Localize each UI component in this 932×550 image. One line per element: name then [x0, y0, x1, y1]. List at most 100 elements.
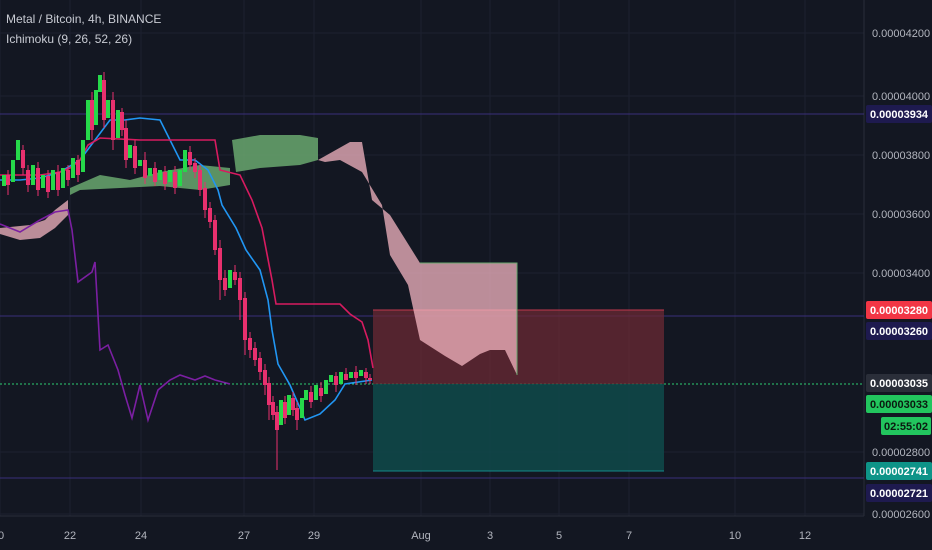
candle-body: [148, 168, 152, 176]
last-price-badge[interactable]: 0.00003033: [866, 395, 932, 413]
price-tick-label: 0.00003600: [872, 209, 930, 221]
candle-body: [359, 370, 363, 376]
candle-body: [304, 390, 308, 400]
price-tick-label: 0.00004200: [872, 28, 930, 40]
candle: [359, 370, 363, 376]
candle-body: [71, 158, 75, 178]
candle-body: [120, 112, 124, 130]
candle: [46, 170, 50, 198]
badge-label: 0.00002721: [870, 488, 928, 500]
candle-body: [51, 170, 55, 190]
lagging-span: [0, 209, 231, 423]
candle-body: [279, 400, 283, 425]
candle: [253, 342, 257, 366]
candle-body: [106, 100, 110, 118]
candle-body: [116, 110, 120, 138]
candle-body: [228, 270, 232, 288]
candle-body: [86, 100, 90, 140]
candle: [106, 100, 110, 118]
candle-body: [61, 168, 65, 188]
candle-body: [124, 128, 128, 160]
time-tick-label: 12: [799, 530, 811, 542]
candle: [133, 140, 137, 174]
badge-background: [866, 484, 932, 502]
candle-body: [314, 385, 318, 400]
level-badge-lower[interactable]: 0.00002721: [866, 484, 932, 502]
candle: [248, 332, 252, 358]
candle: [334, 372, 338, 392]
badge-background: [866, 462, 932, 480]
badge-label: 02:55:02: [884, 421, 928, 433]
candle: [368, 374, 372, 384]
price-axis[interactable]: 0.00004200 0.00004000 0.00003800 0.00003600…: [866, 28, 932, 521]
candle: [56, 165, 60, 196]
candle-body: [218, 248, 222, 280]
candle-body: [267, 383, 271, 405]
candle: [71, 158, 75, 178]
candle-body: [344, 374, 348, 380]
candle: [143, 152, 147, 184]
candle: [158, 170, 162, 180]
stop-badge[interactable]: 0.00003280: [866, 301, 932, 319]
position-tool[interactable]: [373, 309, 664, 472]
level-badge-upper[interactable]: 0.00003934: [866, 105, 932, 123]
candle: [233, 265, 237, 285]
candle: [153, 162, 157, 186]
candle: [86, 100, 90, 140]
level-badge-middle[interactable]: 0.00003260: [866, 322, 932, 340]
candle: [183, 150, 187, 172]
candle: [324, 380, 328, 394]
candle-body: [368, 378, 372, 380]
candle-body: [271, 402, 275, 415]
target-badge[interactable]: 0.00002741: [866, 462, 932, 480]
badge-label: 0.00003934: [870, 109, 929, 121]
candle: [198, 165, 202, 196]
badge-label: 0.00003033: [870, 399, 928, 411]
candle-body: [193, 163, 197, 172]
badge-label: 0.00003280: [870, 305, 928, 317]
candle: [138, 160, 142, 166]
indicator-label: Ichimoku (9, 26, 52, 26): [6, 32, 133, 46]
candle-body: [354, 372, 358, 378]
candle: [223, 270, 227, 296]
price-tick-label: 0.00003800: [872, 150, 930, 162]
candle-body: [81, 140, 85, 172]
candle: [178, 170, 182, 186]
countdown-badge[interactable]: 02:55:02: [881, 417, 931, 435]
candle: [238, 272, 242, 320]
price-tick-label: 0.00004000: [872, 91, 930, 103]
candle-body: [253, 348, 257, 360]
candle: [188, 146, 192, 170]
badge-background: [866, 105, 932, 123]
entry-badge[interactable]: 0.00003035: [866, 374, 932, 392]
candle: [128, 145, 132, 158]
candle: [309, 386, 313, 408]
cloud-bullish-segment: [70, 165, 230, 195]
candle-body: [198, 170, 202, 190]
candle-body: [295, 408, 299, 420]
candle-body: [364, 372, 368, 378]
candle-body: [223, 278, 227, 290]
candle: [349, 372, 353, 378]
candle: [287, 395, 291, 415]
candle: [120, 108, 124, 136]
price-tick-label: 0.00002600: [872, 509, 930, 521]
candle: [218, 240, 222, 300]
time-tick-label: 27: [238, 530, 250, 542]
candle: [11, 160, 15, 182]
candle: [111, 92, 115, 150]
candle: [354, 366, 358, 385]
candle-body: [76, 160, 80, 175]
time-tick-label: 29: [308, 530, 320, 542]
candle-body: [6, 175, 10, 185]
time-axis[interactable]: 0 22 24 27 29 Aug 3 5 7 10 12: [0, 530, 811, 542]
symbol-title: Metal / Bitcoin, 4h, BINANCE: [6, 12, 162, 26]
candle: [31, 165, 35, 185]
candle-body: [243, 298, 247, 340]
candle-body: [263, 370, 267, 385]
candle: [51, 170, 55, 190]
candle: [98, 75, 102, 92]
candle: [295, 402, 299, 430]
candle: [339, 372, 343, 384]
